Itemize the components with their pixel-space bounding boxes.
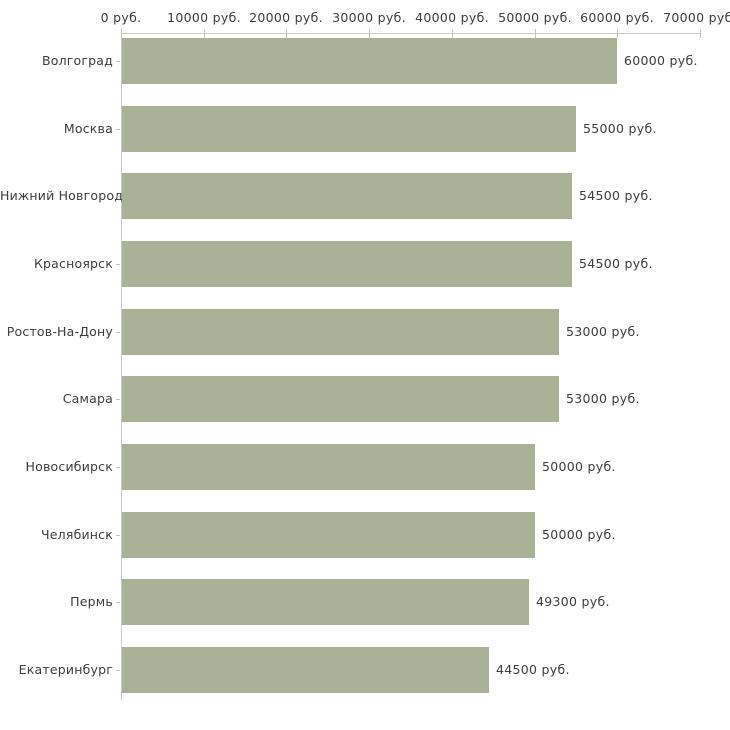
bar [122, 376, 559, 422]
value-label: 54500 руб. [579, 188, 653, 203]
category-label: Екатеринбург [18, 662, 113, 677]
x-axis-tick [121, 29, 122, 38]
value-label: 44500 руб. [496, 662, 570, 677]
x-axis-tick [535, 29, 536, 38]
value-label: 53000 руб. [566, 391, 640, 406]
y-axis-tick [116, 61, 120, 62]
category-label: Самара [62, 391, 113, 406]
bar [122, 579, 529, 625]
value-label: 54500 руб. [579, 256, 653, 271]
x-axis-tick [617, 29, 618, 38]
bar [122, 38, 617, 84]
value-label: 50000 руб. [542, 459, 616, 474]
x-axis-tick-label: 40000 руб. [415, 10, 489, 25]
y-axis-tick [116, 332, 120, 333]
y-axis-tick [116, 196, 120, 197]
value-label: 53000 руб. [566, 324, 640, 339]
y-axis-tick [116, 535, 120, 536]
value-label: 49300 руб. [536, 594, 610, 609]
category-label: Москва [63, 121, 113, 136]
y-axis-tick [116, 129, 120, 130]
y-axis-tick [116, 602, 120, 603]
value-label: 50000 руб. [542, 527, 616, 542]
y-axis-tick [116, 467, 120, 468]
y-axis-tick [116, 399, 120, 400]
value-label: 55000 руб. [583, 121, 657, 136]
x-axis-line [121, 33, 701, 34]
bar [122, 444, 535, 490]
bar [122, 512, 535, 558]
category-label: Челябинск [41, 527, 113, 542]
x-axis-tick-label: 70000 руб. [663, 10, 730, 25]
x-axis-tick [369, 29, 370, 38]
value-label: 60000 руб. [624, 53, 698, 68]
x-axis-tick-label: 60000 руб. [580, 10, 654, 25]
y-axis-line [121, 33, 122, 700]
x-axis-tick-label: 20000 руб. [249, 10, 323, 25]
bar [122, 241, 572, 287]
bar [122, 173, 572, 219]
category-label: Пермь [70, 594, 113, 609]
x-axis-tick-label: 30000 руб. [332, 10, 406, 25]
y-axis-tick [116, 670, 120, 671]
x-axis-tick [452, 29, 453, 38]
bar [122, 309, 559, 355]
category-label: Волгоград [41, 53, 113, 68]
category-label: Ростов-На-Дону [6, 324, 113, 339]
x-axis-tick [700, 29, 701, 38]
x-axis-tick [204, 29, 205, 38]
x-axis-tick [286, 29, 287, 38]
y-axis-tick [116, 264, 120, 265]
category-label: Красноярск [33, 256, 113, 271]
bar [122, 647, 489, 693]
x-axis-tick-label: 50000 руб. [498, 10, 572, 25]
bar [122, 106, 576, 152]
category-label: Новосибирск [25, 459, 113, 474]
x-axis-tick-label: 10000 руб. [167, 10, 241, 25]
category-label: Нижний Новгород [0, 188, 124, 203]
x-axis-tick-label: 0 руб. [100, 10, 142, 25]
